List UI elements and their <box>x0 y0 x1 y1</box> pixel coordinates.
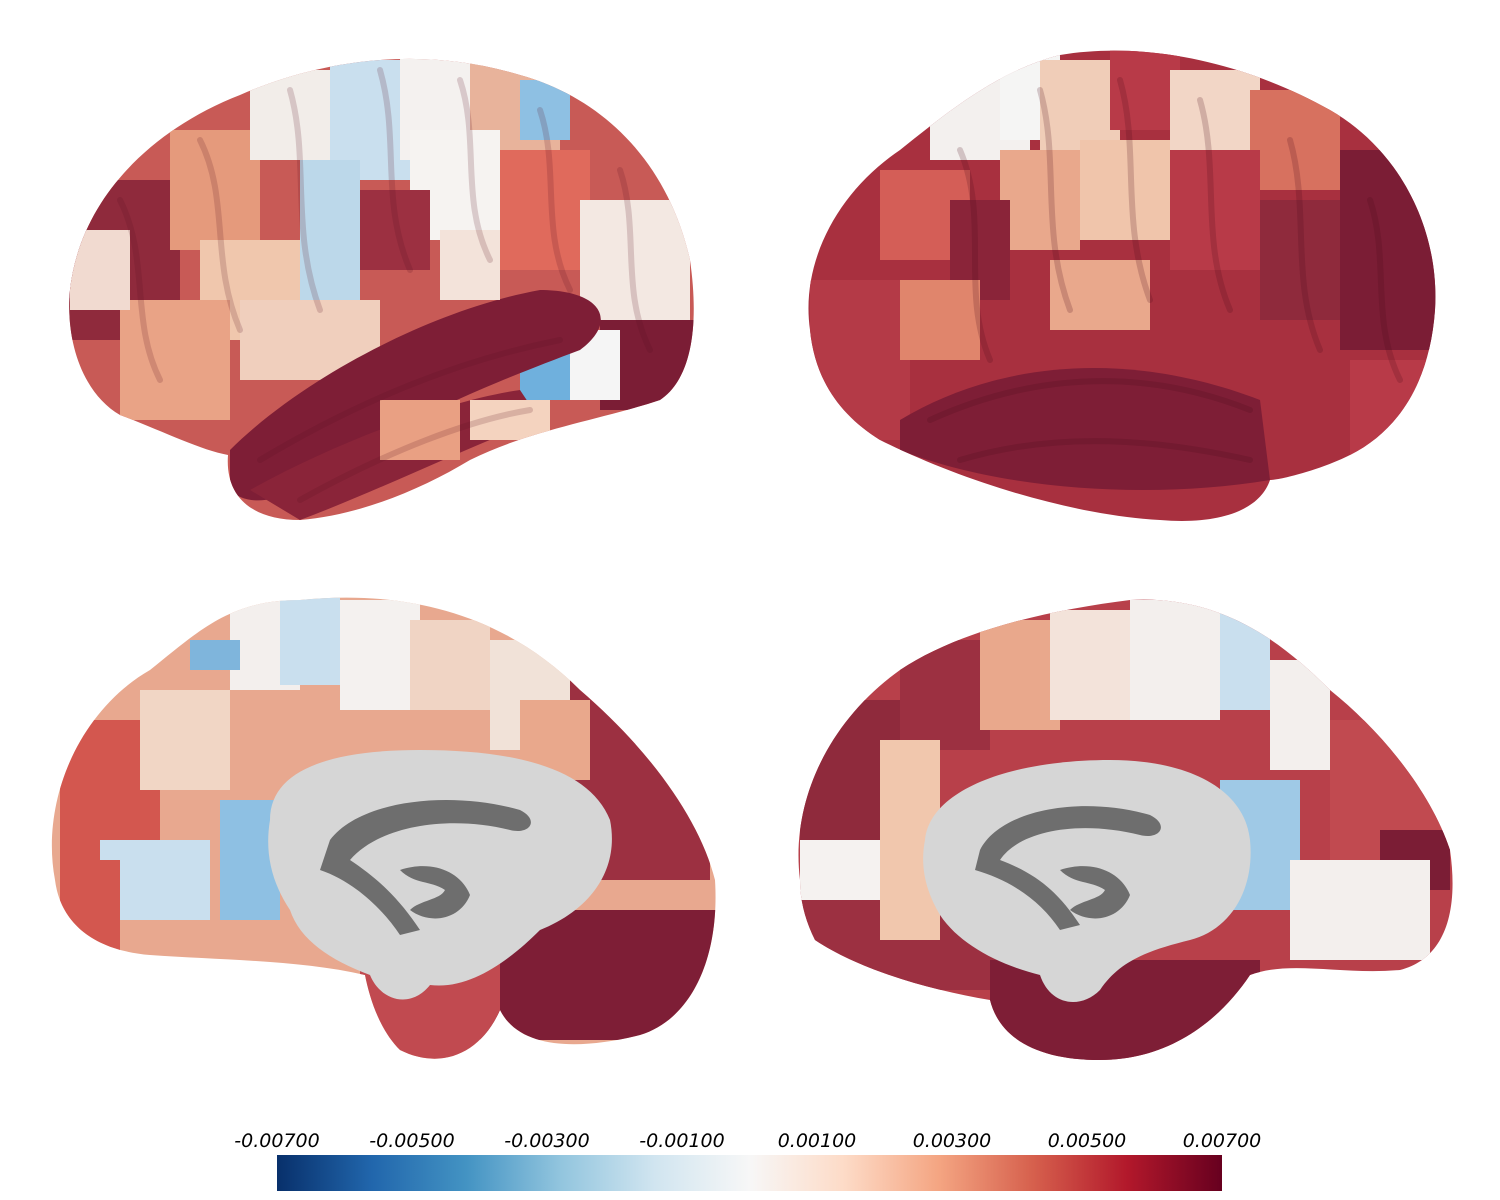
right-medial-hemisphere <box>798 600 1452 1070</box>
left-medial-hemisphere <box>52 595 720 1060</box>
colorbar-tick-label: 0.00700 <box>1162 1130 1282 1152</box>
colorbar-tick-label: -0.00500 <box>352 1130 472 1152</box>
right-lateral-hemisphere <box>808 50 1440 521</box>
left-lateral-hemisphere <box>60 50 700 520</box>
colorbar-tick-label: -0.00300 <box>487 1130 607 1152</box>
colorbar-tick-label: 0.00300 <box>892 1130 1012 1152</box>
colorbar-tick-label: 0.00500 <box>1027 1130 1147 1152</box>
brain-surface-figure <box>0 0 1500 1100</box>
colorbar-tick-label: 0.00100 <box>757 1130 877 1152</box>
colorbar <box>277 1155 1222 1191</box>
colorbar-tick-label: -0.00700 <box>217 1130 337 1152</box>
colorbar-tick-label: -0.00100 <box>622 1130 742 1152</box>
